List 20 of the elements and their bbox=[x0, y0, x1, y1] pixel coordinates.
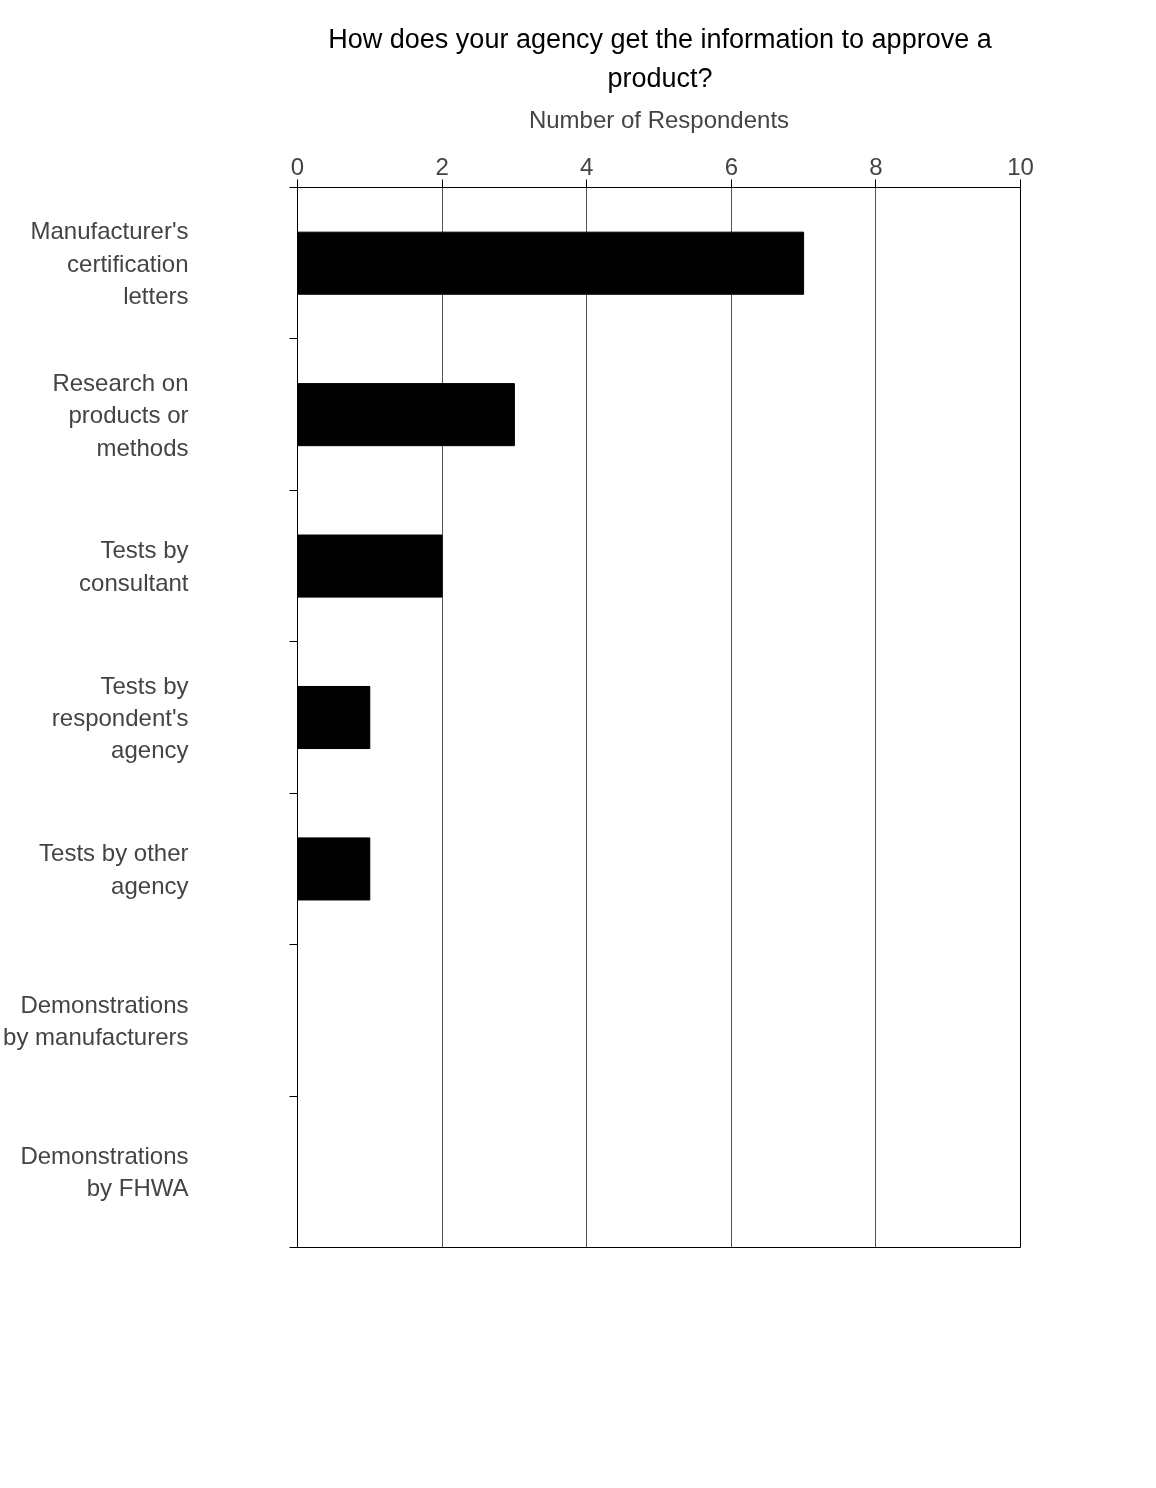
y-tick-label: Manufacturer's certification letters bbox=[30, 217, 189, 310]
bar bbox=[297, 383, 515, 447]
x-tick-label: 8 bbox=[869, 152, 883, 180]
x-axis-title: Number of Respondents bbox=[528, 105, 790, 133]
y-tick-label: Tests by consultant bbox=[79, 536, 189, 596]
y-tick-label: Demonstrations by FHWA bbox=[20, 1142, 189, 1202]
x-tick-label: 6 bbox=[724, 152, 738, 180]
bar bbox=[297, 837, 371, 901]
y-tick-label: Tests by respondent's agency bbox=[51, 671, 189, 764]
x-tick-label: 4 bbox=[580, 152, 594, 180]
y-tick-label: Tests by other agency bbox=[39, 839, 189, 899]
y-tick-label: Research on products or methods bbox=[52, 368, 189, 461]
y-tick-label: Demonstrations by manufacturers bbox=[3, 990, 189, 1051]
x-tick-label: 0 bbox=[290, 152, 305, 180]
x-tick-label: 2 bbox=[435, 152, 449, 180]
chart-title: How does your agency get the information to approve a product? bbox=[327, 23, 993, 95]
bar bbox=[297, 686, 371, 750]
x-tick-label: 10 bbox=[1007, 152, 1034, 180]
bar bbox=[297, 231, 805, 295]
bar bbox=[297, 534, 443, 598]
